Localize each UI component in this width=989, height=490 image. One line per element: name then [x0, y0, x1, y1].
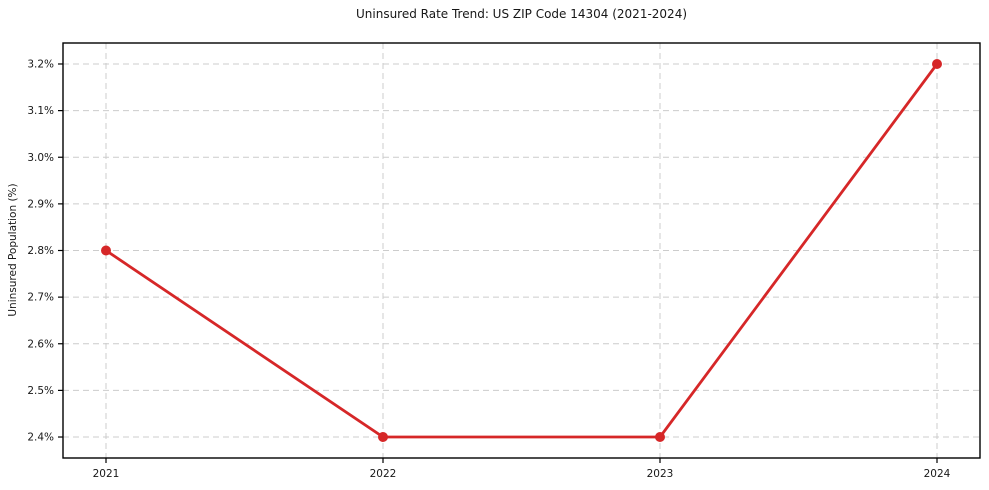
chart-title: Uninsured Rate Trend: US ZIP Code 14304 …	[355, 7, 688, 21]
x-tick-label: 2021	[93, 468, 120, 480]
y-tick-label: 2.8%	[27, 245, 54, 257]
x-tick-label: 2022	[370, 468, 397, 480]
y-tick-label: 2.9%	[27, 198, 54, 210]
y-tick-label: 3.0%	[27, 152, 54, 164]
data-point-marker	[378, 432, 388, 443]
x-tick-label: 2023	[647, 468, 674, 480]
y-tick-label: 2.6%	[27, 338, 54, 350]
y-tick-label: 3.1%	[27, 105, 54, 117]
y-tick-label: 2.4%	[27, 432, 54, 444]
x-tick-label: 2024	[924, 468, 951, 480]
y-tick-label: 2.7%	[27, 292, 54, 304]
y-tick-label: 3.2%	[27, 59, 54, 71]
series-line	[104, 62, 939, 439]
y-tick-label: 2.5%	[27, 385, 54, 397]
plot-border	[62, 42, 981, 459]
data-point-marker	[101, 245, 111, 256]
data-point-marker	[932, 58, 942, 69]
data-point-marker	[655, 432, 665, 443]
